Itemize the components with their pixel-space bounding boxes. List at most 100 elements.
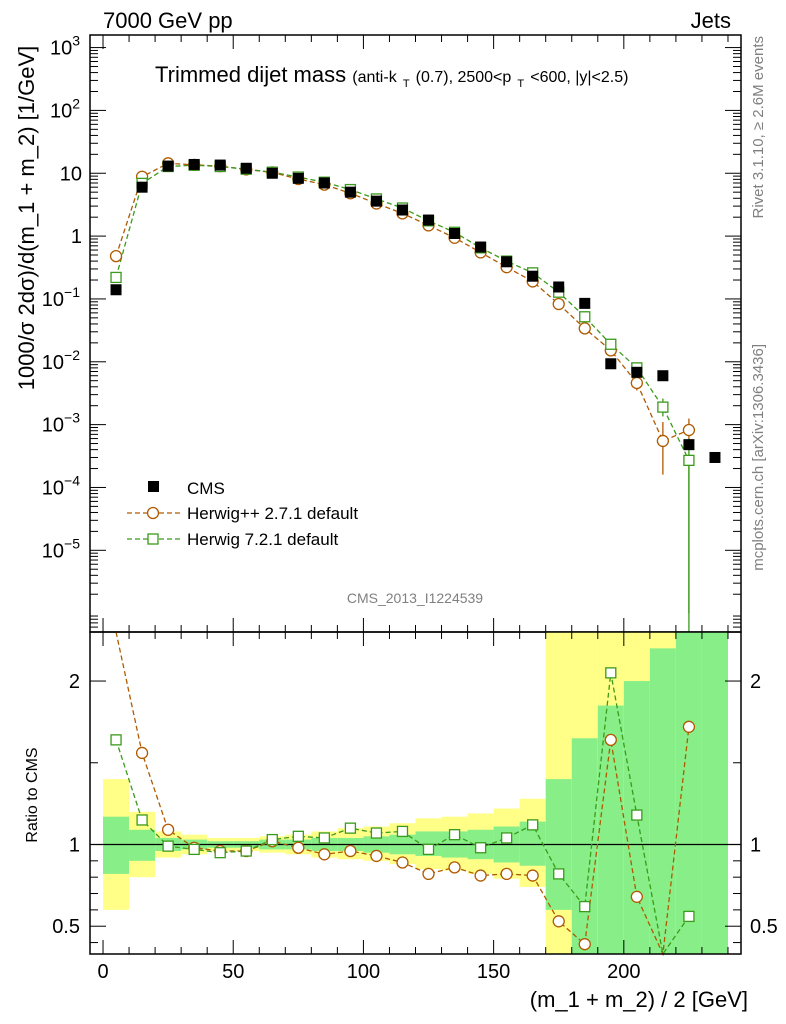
herwig7-ratio-point <box>422 843 435 856</box>
y-tick-label: 10−2 <box>42 347 80 374</box>
herwig7-point <box>110 271 122 284</box>
herwig7-ratio-point <box>683 910 695 923</box>
cms-point <box>605 358 617 370</box>
herwigpp-point <box>109 249 123 263</box>
y-tick-label: 10−1 <box>42 284 80 311</box>
chart-subtitle-b-sub: T <box>517 78 524 90</box>
herwigpp-ratio-point <box>344 844 357 858</box>
y-tick-label: 10−4 <box>42 472 80 499</box>
ratio-band-green <box>129 829 156 861</box>
cms-point <box>553 281 565 293</box>
y-tick-label: 10−5 <box>42 535 80 562</box>
chart-subtitle-c: <600, |y|<2.5) <box>530 69 628 86</box>
cms-point <box>631 366 643 378</box>
herwig7-ratio-point <box>448 829 461 841</box>
chart-title: Trimmed dijet mass (anti-k T (0.7), 2500… <box>155 62 628 92</box>
cms-point <box>188 158 200 170</box>
herwig7-ratio-point <box>370 827 383 839</box>
x-tick-label: 0 <box>97 961 108 983</box>
herwig7-ratio-point <box>605 667 617 679</box>
side-label-rivet: Rivet 3.1.10, ≥ 2.6M events <box>750 36 767 219</box>
herwig7-ratio-point <box>527 819 539 831</box>
cms-point <box>292 172 304 184</box>
cms-point <box>527 270 539 282</box>
herwigpp-ratio-point <box>396 856 409 869</box>
cms-point <box>501 256 513 268</box>
analysis-watermark: CMS_2013_I1224539 <box>347 590 483 606</box>
cms-point <box>240 162 252 174</box>
ratio-y-axis-label: Ratio to CMS <box>24 747 41 842</box>
cms-point <box>266 167 278 179</box>
ratio-band-green <box>103 816 130 874</box>
herwigpp-ratio-point <box>500 867 513 881</box>
x-tick-label: 100 <box>347 961 380 983</box>
cms-point <box>683 439 695 451</box>
ratio-tick-label-left: 1 <box>69 834 80 856</box>
ratio-tick-label-left: 2 <box>69 671 80 693</box>
herwigpp-ratio-point <box>135 746 149 760</box>
ratio-tick-label-right: 2 <box>750 671 761 693</box>
legend-marker-herwig7 <box>147 533 159 545</box>
ratio-tick-label-left: 0.5 <box>52 916 80 938</box>
legend-marker-herwigpp <box>146 506 160 520</box>
cms-point <box>162 160 174 172</box>
legend-label-cms: CMS <box>187 479 225 498</box>
ratio-tick-label-right: 1 <box>750 834 761 856</box>
cms-point <box>423 214 435 226</box>
cms-point <box>396 204 408 216</box>
herwigpp-ratio-point <box>318 848 331 861</box>
y-tick-label: 10 <box>60 163 82 185</box>
herwigpp-ratio-point <box>630 890 643 903</box>
ratio-band-green <box>701 632 728 954</box>
herwigpp-ratio-point <box>161 823 175 836</box>
x-tick-label: 50 <box>222 961 244 983</box>
herwigpp-point <box>552 297 565 311</box>
herwigpp-point <box>578 322 591 335</box>
y-tick-label: 103 <box>50 33 80 60</box>
header-right-label: Jets <box>691 8 731 33</box>
herwig7-ratio-point <box>136 814 148 826</box>
legend: CMS Herwig++ 2.7.1 default Herwig 7.2.1 … <box>127 479 358 549</box>
herwigpp-ratio-point <box>526 869 539 882</box>
herwigpp-point <box>630 376 643 390</box>
herwig7-ratio-point <box>188 843 200 856</box>
herwig7-point <box>579 311 591 323</box>
x-axis-label: (m_1 + m_2) / 2 [GeV] <box>530 987 748 1012</box>
ratio-tick-label-right: 0.5 <box>750 916 778 938</box>
herwig7-ratio-point <box>631 809 643 821</box>
y-tick-label: 1 <box>71 226 82 248</box>
chart-subtitle-a: (anti-k <box>352 69 397 86</box>
herwigpp-ratio-point <box>578 938 591 951</box>
cms-point <box>449 227 461 239</box>
herwigpp-ratio-point <box>448 861 461 874</box>
herwig7-ratio-point <box>500 832 513 844</box>
herwig7-point <box>683 454 695 467</box>
herwig7-point <box>657 401 669 413</box>
herwig7-ratio-point <box>318 832 331 844</box>
side-label-mcplots: mcplots.cern.ch [arXiv:1306.3436] <box>750 344 767 571</box>
y-tick-label: 102 <box>50 95 80 122</box>
herwig7-ratio-point <box>240 845 252 857</box>
ratio-band-green <box>675 632 702 954</box>
legend-label-herwig7: Herwig 7.2.1 default <box>187 530 338 549</box>
herwig7-ratio-point <box>266 833 278 846</box>
cms-point <box>579 297 591 309</box>
ratio-plot-frame <box>89 631 742 955</box>
herwig7-ratio-point <box>474 842 487 854</box>
legend-label-herwigpp: Herwig++ 2.7.1 default <box>187 504 358 523</box>
herwigpp-ratio-point <box>682 720 696 733</box>
cms-point <box>344 186 356 198</box>
herwig7-point <box>605 338 617 350</box>
herwigpp-ratio-point <box>422 867 435 881</box>
cms-point <box>370 195 382 207</box>
herwigpp-ratio-point <box>370 849 383 863</box>
chart-subtitle-b: (0.7), 2500<p <box>416 69 512 86</box>
cms-point <box>657 370 669 382</box>
herwig7-ratio-point <box>553 868 565 880</box>
herwigpp-point <box>682 423 696 437</box>
chart-title-main: Trimmed dijet mass <box>155 62 346 87</box>
herwig7-ratio-point <box>110 734 122 746</box>
cms-point <box>475 241 487 253</box>
